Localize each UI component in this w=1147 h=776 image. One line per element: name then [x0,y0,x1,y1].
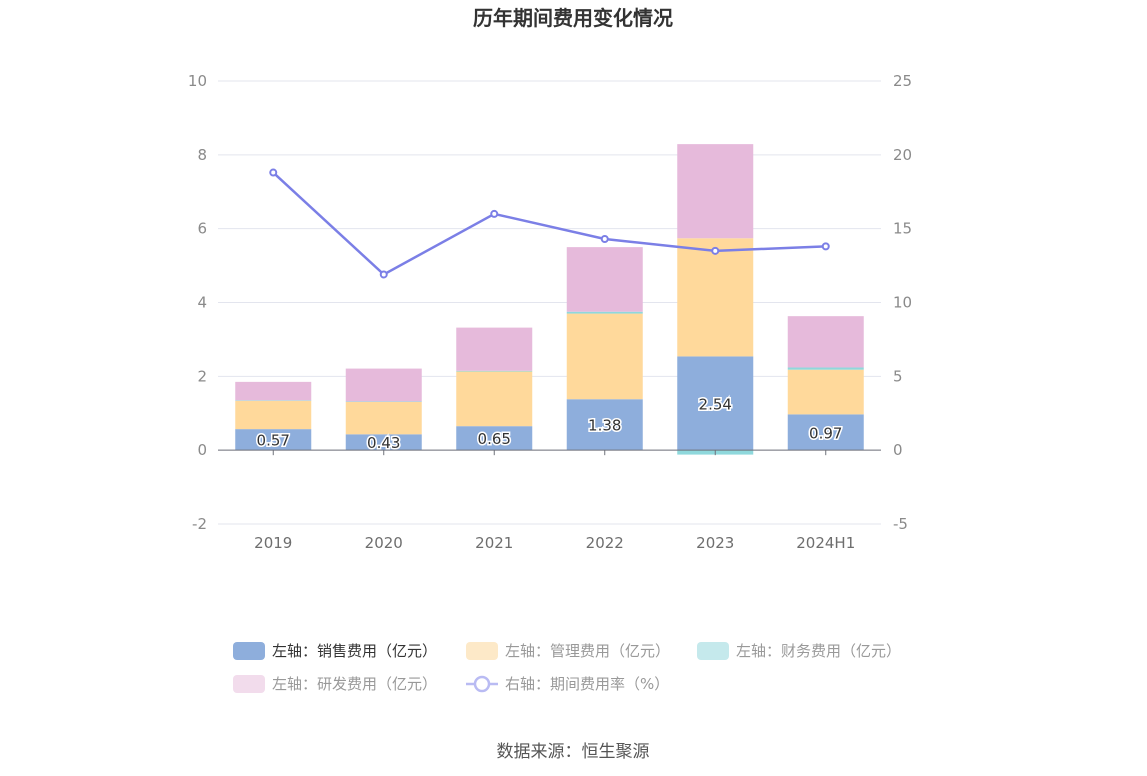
right-tick-label: -5 [893,515,908,533]
bar[interactable] [456,426,533,451]
legend-label: 左轴：销售费用（亿元） [272,642,437,660]
legend-item[interactable]: 左轴：销售费用（亿元） [233,642,437,660]
legend-label: 左轴：管理费用（亿元） [505,642,670,660]
bar[interactable] [566,247,643,312]
bar[interactable] [566,399,643,451]
left-tick-label: -2 [192,515,207,533]
legend-swatch [466,642,498,660]
left-axis: -2 0 2 4 6 8 10 [188,72,207,533]
bar[interactable] [787,369,864,415]
bar-data-label: 0.65 [478,430,511,448]
bar-data-label: 0.57 [257,432,290,450]
bar[interactable] [677,356,754,451]
bar[interactable] [677,144,754,239]
legend-swatch [697,642,729,660]
bar-data-label: 0.97 [809,424,842,442]
legend-swatch [233,642,265,660]
x-axis: 2019 2020 2021 2022 2023 2024H1 [254,450,855,552]
bar[interactable] [456,327,533,371]
line-point[interactable] [379,270,388,279]
chart-title: 历年期间费用变化情况 [473,6,673,30]
right-tick-label: 5 [893,367,903,385]
legend-label: 左轴：财务费用（亿元） [736,642,901,660]
bar[interactable] [787,367,864,370]
line-point[interactable] [711,246,720,255]
legend-swatch-marker [473,675,491,693]
bar-data-label: 0.43 [367,434,400,452]
bar[interactable] [787,316,864,368]
left-tick-label: 10 [188,72,207,90]
right-tick-label: 0 [893,441,903,459]
line-series [269,168,830,279]
bar[interactable] [677,238,754,357]
legend-item[interactable]: 左轴：研发费用（亿元） [233,675,437,693]
right-tick-label: 10 [893,294,912,312]
grid [218,80,881,525]
bar[interactable] [235,400,312,401]
left-tick-label: 2 [197,367,207,385]
bar[interactable] [345,434,422,451]
legend-item[interactable]: 左轴：管理费用（亿元） [466,642,670,660]
bar[interactable] [235,400,312,430]
x-tick-label: 2024H1 [796,534,855,552]
legend-swatch [233,675,265,693]
legend[interactable]: 左轴：销售费用（亿元） 左轴：管理费用（亿元） 左轴：财务费用（亿元） 左轴：研发费用… [233,642,901,693]
right-tick-label: 15 [893,220,912,238]
bar[interactable] [235,381,312,401]
x-tick-label: 2022 [586,534,624,552]
left-tick-label: 6 [197,220,207,238]
bars [235,144,864,455]
left-tick-label: 0 [197,441,207,459]
bar[interactable] [345,401,422,402]
right-tick-label: 25 [893,72,912,90]
left-tick-label: 8 [197,146,207,164]
legend-label: 左轴：研发费用（亿元） [272,675,437,693]
bar[interactable] [456,371,533,427]
right-tick-label: 20 [893,146,912,164]
bar-data-label: 2.54 [699,395,732,413]
line-point[interactable] [821,242,830,251]
bar[interactable] [345,401,422,435]
line-point[interactable] [600,235,609,244]
right-axis: -5 0 5 10 15 20 25 [893,72,912,533]
legend-item[interactable]: 右轴：期间费用率（%） [466,675,669,693]
rate-line [272,171,826,276]
bar[interactable] [345,368,422,402]
line-point[interactable] [490,209,499,218]
bar-labels: 0.57 0.43 0.65 1.38 2.54 0.97 [255,394,844,454]
legend-item[interactable]: 左轴：财务费用（亿元） [697,642,901,660]
x-tick-label: 2021 [475,534,513,552]
bar-data-label: 1.38 [588,417,621,435]
x-tick-label: 2023 [696,534,734,552]
legend-label: 右轴：期间费用率（%） [505,675,669,693]
bar[interactable] [456,370,533,372]
x-tick-label: 2020 [365,534,403,552]
bar[interactable] [787,414,864,451]
bar[interactable] [566,311,643,314]
bar[interactable] [566,313,643,400]
x-tick-label: 2019 [254,534,292,552]
line-point[interactable] [269,168,278,177]
left-tick-label: 4 [197,294,207,312]
bar[interactable] [235,429,312,451]
source-note: 数据来源：恒生聚源 [497,742,650,762]
